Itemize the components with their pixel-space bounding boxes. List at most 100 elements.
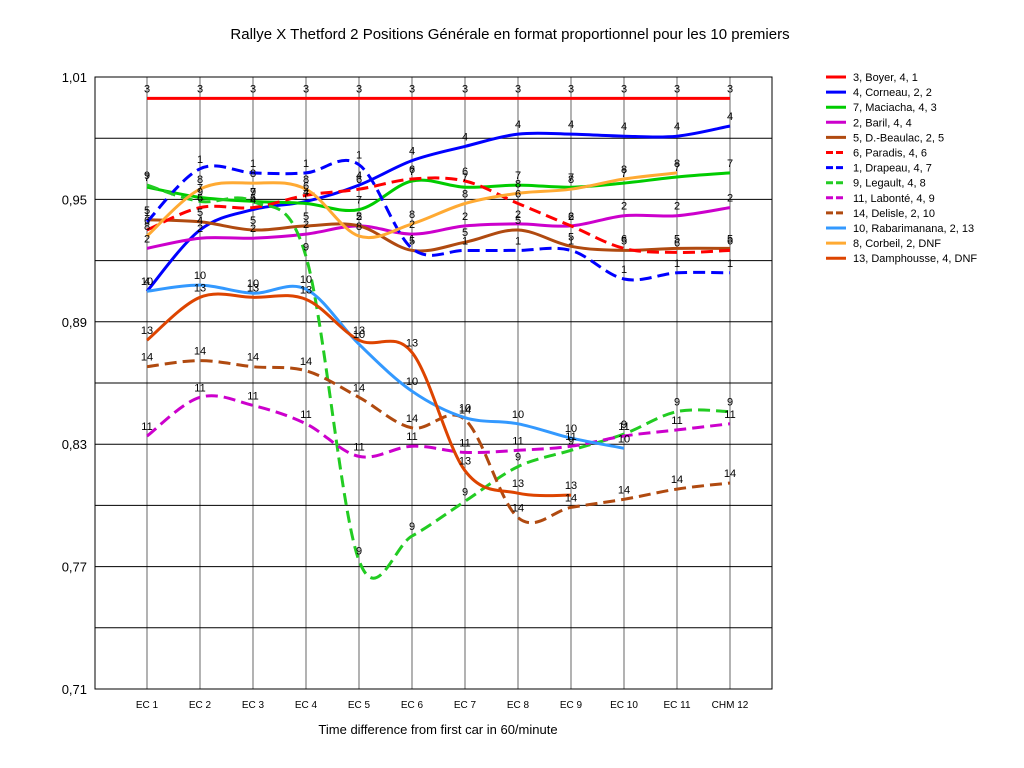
series-line <box>146 292 572 498</box>
y-tick-label: 0,89 <box>62 315 87 330</box>
series-lines <box>145 96 731 580</box>
data-label: 2 <box>144 233 150 245</box>
data-label: 11 <box>353 441 364 453</box>
data-label: 9 <box>462 486 468 498</box>
data-label: 9 <box>197 186 203 198</box>
data-label: 9 <box>621 419 627 431</box>
data-label: 5 <box>356 211 362 223</box>
data-label: 6 <box>621 233 627 245</box>
data-label: 9 <box>568 435 574 447</box>
series-line <box>146 359 731 525</box>
data-label: 14 <box>141 352 153 364</box>
x-tick-label: EC 1 <box>136 700 159 711</box>
data-label: 3 <box>568 83 574 95</box>
data-label: 5 <box>250 215 256 227</box>
data-label: 7 <box>144 172 150 184</box>
data-label: 8 <box>462 188 468 200</box>
data-label: 3 <box>621 83 627 95</box>
x-tick-label: EC 3 <box>242 700 265 711</box>
y-tick-label: 0,83 <box>62 437 87 452</box>
data-label: 7 <box>727 158 733 170</box>
data-label: 6 <box>303 180 309 192</box>
data-label: 7 <box>250 186 256 198</box>
data-label: 6 <box>250 193 256 205</box>
x-tick-label: EC 9 <box>560 700 583 711</box>
y-tick-label: 1,01 <box>62 70 87 85</box>
data-label: 8 <box>674 158 680 170</box>
data-label: 4 <box>144 276 150 288</box>
data-label: 7 <box>621 168 627 180</box>
data-label: 10 <box>512 409 524 421</box>
data-label: 11 <box>565 431 576 443</box>
data-label: 14 <box>671 474 683 486</box>
data-label: 13 <box>512 478 524 490</box>
data-label: 14 <box>300 356 312 368</box>
data-label: 11 <box>512 435 523 447</box>
data-label: 3 <box>250 83 256 95</box>
data-label: 7 <box>462 172 468 184</box>
data-label: 9 <box>409 521 415 533</box>
data-label: 4 <box>727 111 733 123</box>
x-tick-label: EC 8 <box>507 700 530 711</box>
data-label: 14 <box>353 382 365 394</box>
data-label: 3 <box>462 83 468 95</box>
data-label: 14 <box>724 468 736 480</box>
data-label: 3 <box>674 83 680 95</box>
data-label: 9 <box>303 242 309 254</box>
series-line <box>146 183 731 580</box>
data-label: 3 <box>727 83 733 95</box>
data-label: 2 <box>727 193 733 205</box>
series-line <box>146 283 625 450</box>
data-label: 14 <box>406 413 418 425</box>
data-label: 1 <box>462 235 468 247</box>
series-line <box>145 124 731 293</box>
series-line <box>145 158 731 282</box>
data-label: 10 <box>353 329 365 341</box>
data-label: 7 <box>303 188 309 200</box>
data-label: 1 <box>409 233 415 245</box>
legend-entry: 6, Paradis, 4, 6 <box>853 148 927 160</box>
series-line <box>146 218 731 253</box>
data-label: 10 <box>300 274 312 286</box>
y-tick-label: 0,95 <box>62 192 87 207</box>
data-label: 2 <box>303 219 309 231</box>
x-tick-label: EC 7 <box>454 700 477 711</box>
data-label: 6 <box>144 215 150 227</box>
data-label: 7 <box>515 170 521 182</box>
data-label: 3 <box>409 83 415 95</box>
y-tick-label: 0,77 <box>62 560 87 575</box>
data-label: 1 <box>674 258 680 270</box>
series-line <box>145 171 678 239</box>
data-label: 2 <box>462 211 468 223</box>
data-label: 11 <box>300 409 311 421</box>
x-tick-label: EC 4 <box>295 700 318 711</box>
data-label: 5 <box>727 233 733 245</box>
data-label: 9 <box>144 170 150 182</box>
series-line <box>146 171 731 212</box>
data-label: 2 <box>674 201 680 213</box>
x-tick-label: EC 6 <box>401 700 424 711</box>
data-label: 4 <box>303 186 309 198</box>
data-label: 5 <box>674 233 680 245</box>
data-label: 4 <box>515 119 521 131</box>
data-label: 13 <box>353 325 365 337</box>
data-label: 2 <box>409 219 415 231</box>
data-label: 4 <box>250 195 256 207</box>
data-label: 5 <box>515 215 521 227</box>
series-line <box>146 206 731 250</box>
data-label: 2 <box>197 223 203 235</box>
data-label: 10 <box>141 276 153 288</box>
data-label: 10 <box>406 376 418 388</box>
data-label: 6 <box>356 174 362 186</box>
data-label: 7 <box>356 195 362 207</box>
data-label: 14 <box>247 352 259 364</box>
data-label: 11 <box>459 437 470 449</box>
data-label: 9 <box>515 452 521 464</box>
data-label: 10 <box>247 278 259 290</box>
data-label: 6 <box>515 188 521 200</box>
data-label: 11 <box>194 382 205 394</box>
data-label: 7 <box>409 166 415 178</box>
data-label: 11 <box>247 390 258 402</box>
